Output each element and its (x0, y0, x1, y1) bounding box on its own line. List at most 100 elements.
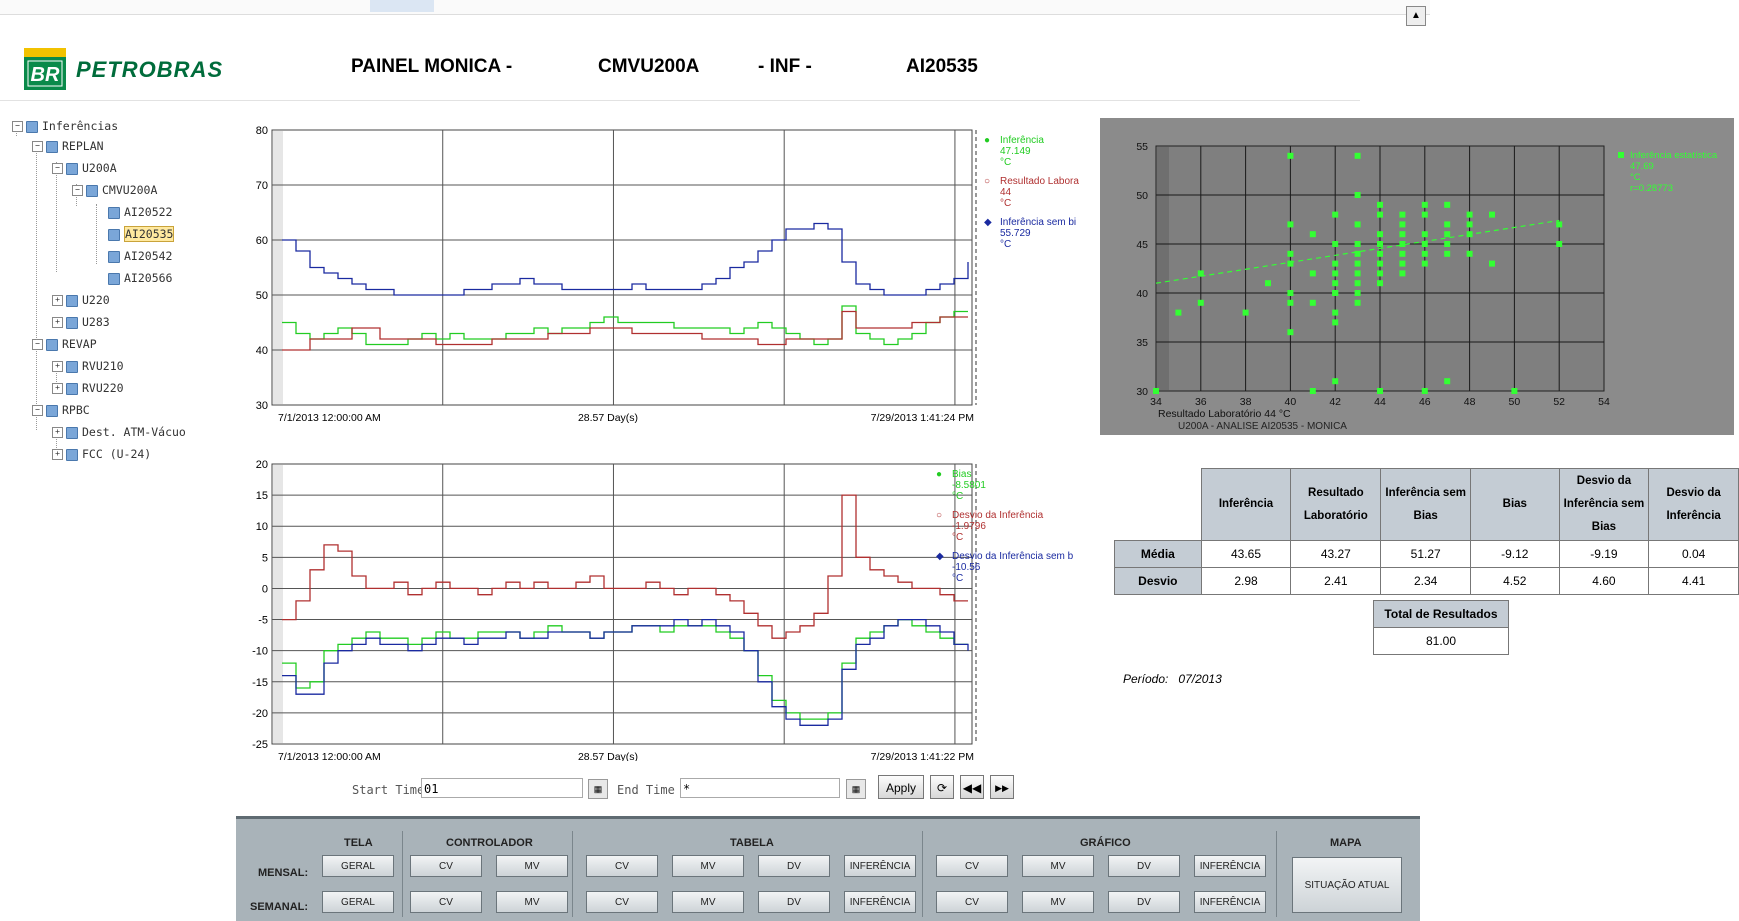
col-header-inferencia: Inferência (1200, 468, 1292, 541)
mensal-controlador-mv-button[interactable]: MV (496, 855, 568, 877)
legend-marker: ○ (936, 510, 942, 521)
mensal-controlador-cv-button[interactable]: CV (410, 855, 482, 877)
tree-item-dest-atm-vacuo[interactable]: + Dest. ATM-Vácuo (52, 424, 186, 440)
scatter-point (1377, 211, 1383, 218)
apply-button[interactable]: Apply (878, 775, 924, 799)
scatter-point (1377, 231, 1383, 238)
tree-item-ai20542[interactable]: AI20542 (108, 248, 172, 264)
temperature-trend-chart[interactable]: 80 70 60 50 40 30 7/1/2013 12:00:00 AM 28.57 Da… (248, 124, 1093, 434)
tree-item-replan[interactable]: − REPLAN (32, 138, 104, 154)
tree-item-inferencias[interactable]: − Inferências (12, 118, 118, 134)
semanal-grafico-inferencia-button[interactable]: INFERÊNCIA (1194, 891, 1266, 913)
scatter-x-tick-label: 40 (1285, 396, 1297, 408)
scatter-point (1556, 241, 1563, 247)
mensal-tela-geral-button[interactable]: GERAL (322, 855, 394, 877)
semanal-controlador-mv-button[interactable]: MV (496, 891, 568, 913)
scatter-point (1466, 231, 1473, 238)
legend-series-unit: °C (952, 491, 963, 502)
start-calendar-icon[interactable]: ▦ (588, 779, 608, 799)
tree-item-fcc[interactable]: + FCC (U-24) (52, 446, 151, 462)
tree-item-u283[interactable]: + U283 (52, 314, 110, 330)
tree-item-ai20522[interactable]: AI20522 (108, 204, 172, 220)
periodo-label: Período: (1123, 672, 1169, 686)
semanal-grafico-dv-button[interactable]: DV (1108, 891, 1180, 913)
scatter-point (1354, 290, 1361, 296)
forward-icon[interactable]: ▶▶ (990, 775, 1014, 799)
inference-tree[interactable]: − Inferências − REPLAN − U200A − CMVU200A AI… (12, 118, 252, 478)
mensal-tabela-inferencia-button[interactable]: INFERÊNCIA (844, 855, 916, 877)
mensal-tabela-cv-button[interactable]: CV (586, 855, 658, 877)
start-time-input[interactable]: 01 (421, 778, 583, 798)
folder-cube-icon (66, 382, 78, 395)
semanal-grafico-cv-button[interactable]: CV (936, 891, 1008, 913)
table-cell: 2.98 (1200, 567, 1292, 595)
scatter-point (1332, 290, 1339, 296)
scatter-point (1354, 241, 1361, 247)
folder-cube-icon (46, 404, 58, 417)
total-results-table: Total de Resultados 81.00 (1373, 600, 1509, 655)
scatter-point (1489, 211, 1495, 218)
tree-item-ai20566[interactable]: AI20566 (108, 270, 172, 286)
scatter-point (1354, 299, 1361, 306)
end-calendar-icon[interactable]: ▦ (846, 779, 866, 799)
semanal-tabela-inferencia-button[interactable]: INFERÊNCIA (844, 891, 916, 913)
mapa-situacao-atual-button[interactable]: SITUAÇÃO ATUAL (1292, 857, 1402, 913)
folder-cube-icon (46, 140, 58, 153)
legend-marker: ◆ (936, 551, 944, 562)
mensal-grafico-mv-button[interactable]: MV (1022, 855, 1094, 877)
table-cell: 43.27 (1290, 540, 1382, 568)
scatter-point (1444, 201, 1451, 208)
scatter-x-tick-label: 44 (1374, 396, 1386, 408)
table-cell: 2.34 (1380, 567, 1472, 595)
scatter-point (1175, 309, 1182, 316)
semanal-grafico-mv-button[interactable]: MV (1022, 891, 1094, 913)
legend-series-unit: °C (952, 573, 963, 584)
mensal-grafico-cv-button[interactable]: CV (936, 855, 1008, 877)
rewind-icon[interactable]: ◀◀ (960, 775, 984, 799)
semanal-tabela-dv-button[interactable]: DV (758, 891, 830, 913)
y-tick-label: 50 (256, 290, 268, 302)
legend-series-value: 55.729 (1000, 228, 1031, 239)
tree-item-ai20535[interactable]: AI20535 (108, 226, 175, 242)
plot-area (271, 129, 973, 406)
semanal-tabela-cv-button[interactable]: CV (586, 891, 658, 913)
semanal-tabela-mv-button[interactable]: MV (672, 891, 744, 913)
scatter-x-tick-label: 50 (1509, 396, 1521, 408)
tree-item-u220[interactable]: + U220 (52, 292, 110, 308)
scroll-up-button[interactable]: ▲ (1406, 6, 1426, 26)
scatter-chart[interactable]: 34 36 38 40 42 44 46 48 50 52 54 55 50 45 40 35 30 Result… (1100, 118, 1734, 435)
scatter-x-tick-label: 54 (1598, 396, 1610, 408)
scatter-point (1354, 192, 1361, 198)
scatter-point (1466, 221, 1473, 228)
scatter-point (1444, 221, 1451, 228)
scatter-point (1444, 241, 1451, 247)
legend-series-name: Desvio da Inferência sem b (952, 551, 1074, 562)
table-cell: 4.41 (1648, 567, 1739, 595)
scatter-point (1444, 250, 1451, 257)
tree-item-revap[interactable]: − REVAP (32, 336, 97, 352)
y-tick-label: -25 (252, 739, 268, 751)
tree-item-u200a[interactable]: − U200A (52, 160, 117, 176)
bias-trend-chart[interactable]: 20 15 10 5 0 -5 -10 -15 -20 -25 7/1/2013 12:00:00 … (248, 456, 1093, 761)
periodo-value: 07/2013 (1178, 672, 1222, 686)
scatter-point (1421, 241, 1428, 247)
mensal-tabela-mv-button[interactable]: MV (672, 855, 744, 877)
folder-cube-icon (66, 360, 78, 373)
end-time-input[interactable]: * (680, 778, 840, 798)
tree-item-cmvu200a[interactable]: − CMVU200A (72, 182, 157, 198)
total-results-label: Total de Resultados (1373, 600, 1509, 628)
refresh-icon[interactable]: ⟳ (930, 775, 954, 799)
scatter-point (1265, 280, 1271, 287)
scatter-legend-marker (1618, 152, 1624, 158)
mensal-grafico-inferencia-button[interactable]: INFERÊNCIA (1194, 855, 1266, 877)
tree-item-rvu210[interactable]: + RVU210 (52, 358, 124, 374)
tree-item-rpbc[interactable]: − RPBC (32, 402, 90, 418)
semanal-tela-geral-button[interactable]: GERAL (322, 891, 394, 913)
tree-item-rvu220[interactable]: + RVU220 (52, 380, 124, 396)
scatter-point (1287, 221, 1294, 228)
scatter-point (1332, 309, 1339, 316)
y-tick-label: 80 (256, 125, 268, 137)
mensal-grafico-dv-button[interactable]: DV (1108, 855, 1180, 877)
mensal-tabela-dv-button[interactable]: DV (758, 855, 830, 877)
semanal-controlador-cv-button[interactable]: CV (410, 891, 482, 913)
